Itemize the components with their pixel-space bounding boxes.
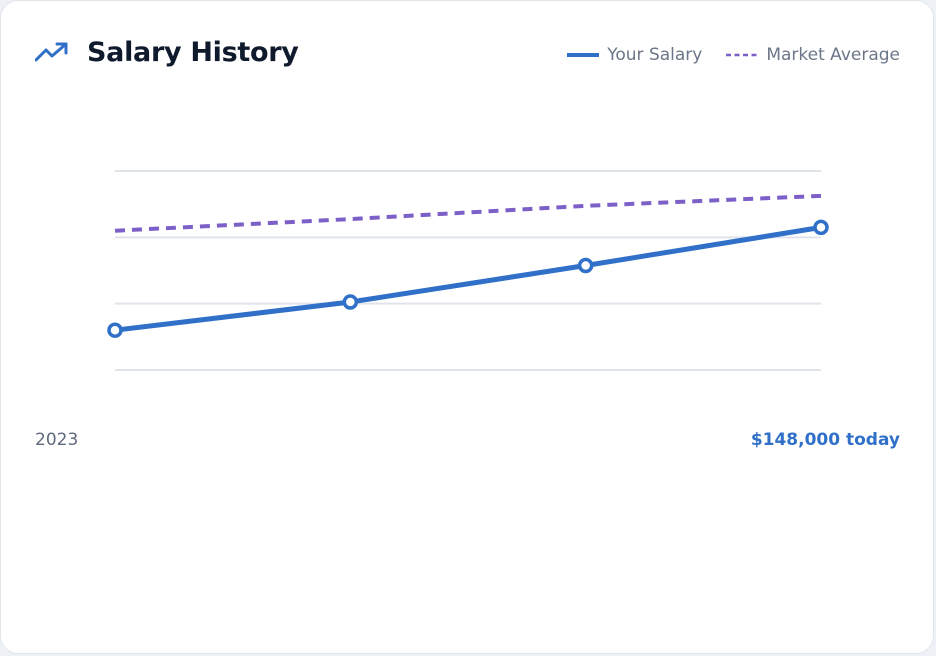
chart-legend: Your Salary Market Average: [567, 45, 900, 65]
legend-label-your-salary: Your Salary: [607, 45, 703, 65]
trending-up-icon: [35, 42, 68, 62]
salary-data-point: [107, 322, 123, 338]
legend-item-market-average[interactable]: Market Average: [726, 45, 900, 65]
legend-item-your-salary[interactable]: Your Salary: [567, 45, 702, 65]
legend-label-market-average: Market Average: [766, 45, 900, 65]
your-salary-line: [112, 224, 824, 333]
market-average-line: [114, 193, 822, 233]
current-salary-label: $148,000 today: [750, 430, 900, 450]
salary-data-point: [342, 294, 359, 310]
legend-swatch-solid: [567, 53, 600, 57]
card-title: Salary History: [87, 37, 299, 68]
salary-data-point: [577, 257, 594, 274]
salary-line-chart: [107, 170, 829, 371]
legend-swatch-dashed: [726, 53, 759, 57]
card-header: Salary History Your Salary Market Averag…: [35, 35, 900, 75]
x-axis-start-label: 2023: [35, 430, 79, 450]
salary-data-point: [813, 219, 829, 236]
